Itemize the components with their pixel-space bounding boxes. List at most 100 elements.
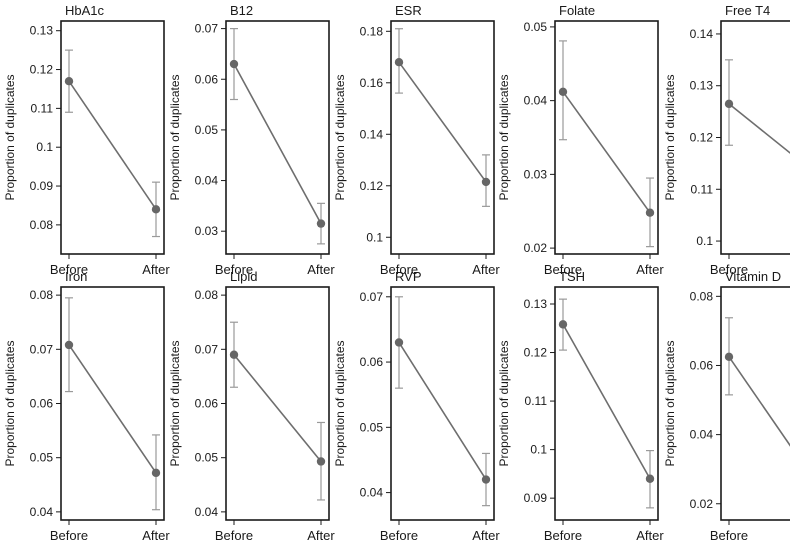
series-line — [233, 354, 322, 462]
series-line — [562, 91, 651, 214]
series-line — [68, 80, 157, 210]
y-tick-label: 0.12 — [30, 63, 54, 77]
series-line — [728, 103, 790, 154]
y-tick-label: 0.12 — [524, 346, 548, 360]
x-tick-label: Before — [50, 528, 88, 543]
data-point — [645, 474, 655, 483]
y-axis-label: Proportion of duplicates — [497, 340, 511, 466]
y-tick-label: 0.07 — [30, 342, 54, 356]
y-tick-label: 0.06 — [360, 355, 384, 369]
panel-title: TSH — [559, 269, 585, 284]
y-tick-label: 0.09 — [30, 179, 54, 193]
y-tick-label: 0.06 — [195, 72, 219, 86]
y-tick-label: 0.04 — [524, 94, 548, 108]
series-line — [562, 323, 651, 480]
x-tick-label: After — [307, 528, 335, 543]
y-tick-label: 0.09 — [524, 491, 548, 505]
y-tick-label: 0.02 — [524, 241, 548, 255]
x-tick-label: Before — [710, 528, 748, 543]
y-tick-label: 0.13 — [524, 297, 548, 311]
panel-hba1c: HbA1c 0.08 0.09 0.1 0.11 0.12 0.13 Proportion o… — [3, 3, 170, 277]
y-tick-label: 0.13 — [30, 24, 54, 38]
plot-frame — [554, 286, 659, 521]
y-axis-label: Proportion of duplicates — [333, 340, 347, 466]
panel-title: Free T4 — [725, 3, 770, 18]
panel-vitamin-d: Vitamin D 0.02 0.04 0.06 0.08 Proportion of d… — [663, 269, 790, 543]
panel-title: Vitamin D — [725, 269, 781, 284]
y-tick-label: 0.05 — [360, 420, 384, 434]
plot-frame — [554, 20, 659, 255]
x-tick-label: After — [307, 262, 335, 277]
data-point — [229, 350, 239, 359]
panel-title: Lipid — [230, 269, 257, 284]
panel-title: RVP — [395, 269, 422, 284]
y-tick-label: 0.03 — [195, 224, 219, 238]
data-point — [229, 59, 239, 69]
plot-frame — [60, 20, 165, 255]
y-tick-label: 0.1 — [696, 234, 713, 248]
plot-frame — [225, 20, 330, 255]
y-tick-label: 0.08 — [30, 218, 54, 232]
x-tick-label: Before — [544, 262, 582, 277]
series-line — [233, 63, 322, 224]
data-point — [64, 76, 74, 86]
y-tick-label: 0.03 — [524, 167, 548, 181]
series-line — [398, 342, 487, 480]
series-line — [728, 356, 790, 447]
y-tick-label: 0.04 — [360, 486, 384, 500]
y-tick-label: 0.05 — [524, 20, 548, 34]
plot-frame — [225, 286, 330, 521]
y-tick-label: 0.11 — [525, 394, 548, 408]
y-tick-label: 0.14 — [360, 127, 384, 141]
y-tick-label: 0.13 — [690, 79, 714, 93]
y-tick-label: 0.14 — [690, 27, 714, 41]
panel-title: ESR — [395, 3, 422, 18]
x-tick-label: Before — [215, 262, 253, 277]
y-tick-label: 0.07 — [195, 342, 219, 356]
panel-title: Iron — [65, 269, 87, 284]
panel-rvp: RVP 0.04 0.05 0.06 0.07 Proportion of duplica… — [333, 269, 500, 543]
x-tick-label: Before — [710, 262, 748, 277]
data-point — [316, 457, 326, 466]
y-tick-label: 0.18 — [360, 24, 384, 38]
data-point — [645, 208, 655, 217]
y-tick-label: 0.04 — [690, 428, 714, 442]
plot-frame — [390, 20, 495, 255]
x-tick-label: After — [636, 528, 664, 543]
y-tick-label: 0.04 — [30, 505, 54, 519]
y-tick-label: 0.08 — [690, 289, 714, 303]
plot-frame — [720, 286, 790, 521]
y-tick-label: 0.16 — [360, 76, 384, 90]
x-tick-label: After — [636, 262, 664, 277]
y-tick-label: 0.04 — [195, 174, 219, 188]
y-tick-label: 0.12 — [360, 179, 384, 193]
panel-esr: ESR 0.1 0.12 0.14 0.16 0.18 Proportion of dupl… — [333, 3, 500, 277]
x-tick-label: After — [142, 528, 170, 543]
data-point — [151, 468, 161, 478]
plot-frame — [390, 286, 495, 521]
y-axis-label: Proportion of duplicates — [168, 340, 182, 466]
panel-title: Folate — [559, 3, 595, 18]
plot-frame — [60, 286, 165, 521]
y-tick-label: 0.02 — [690, 497, 714, 511]
y-tick-label: 0.1 — [366, 230, 383, 244]
x-tick-label: Before — [380, 528, 418, 543]
data-point — [394, 57, 404, 67]
x-tick-label: After — [142, 262, 170, 277]
y-axis-label: Proportion of duplicates — [497, 74, 511, 200]
data-point — [558, 87, 568, 96]
panel-lipid: Lipid 0.04 0.05 0.06 0.07 0.08 Proportion of d… — [168, 269, 335, 543]
x-tick-label: Before — [50, 262, 88, 277]
data-point — [151, 205, 161, 214]
data-point — [64, 340, 74, 350]
y-tick-label: 0.06 — [30, 397, 54, 411]
y-tick-label: 0.07 — [195, 22, 219, 36]
panel-tsh: TSH 0.09 0.1 0.11 0.12 0.13 Proportion of dupl… — [497, 269, 664, 543]
data-point — [481, 177, 491, 187]
x-tick-label: Before — [544, 528, 582, 543]
y-tick-label: 0.06 — [690, 358, 714, 372]
data-point — [724, 352, 734, 362]
y-axis-label: Proportion of duplicates — [663, 74, 677, 200]
panel-iron: Iron 0.04 0.05 0.06 0.07 0.08 Proportion of du… — [3, 269, 170, 543]
